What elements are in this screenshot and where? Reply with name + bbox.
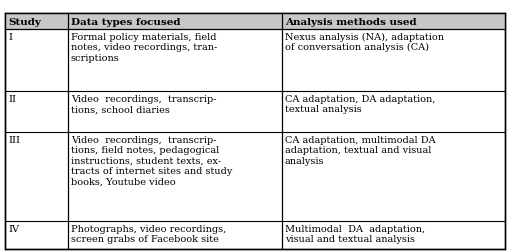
Text: IV: IV xyxy=(8,224,19,233)
Text: Multimodal  DA  adaptation,: Multimodal DA adaptation, xyxy=(285,224,425,233)
Text: I: I xyxy=(8,33,12,42)
Text: adaptation, textual and visual: adaptation, textual and visual xyxy=(285,146,431,155)
Text: textual analysis: textual analysis xyxy=(285,105,361,114)
Text: Video  recordings,  transcrip-: Video recordings, transcrip- xyxy=(71,136,216,144)
Text: instructions, student texts, ex-: instructions, student texts, ex- xyxy=(71,156,221,165)
Text: screen grabs of Facebook site: screen grabs of Facebook site xyxy=(71,234,218,243)
Text: Data types focused: Data types focused xyxy=(71,17,180,26)
Text: books, Youtube video: books, Youtube video xyxy=(71,177,175,186)
Text: notes, video recordings, tran-: notes, video recordings, tran- xyxy=(71,43,217,52)
Bar xyxy=(5,14,504,30)
Text: Photographs, video recordings,: Photographs, video recordings, xyxy=(71,224,226,233)
Text: Nexus analysis (NA), adaptation: Nexus analysis (NA), adaptation xyxy=(285,33,443,42)
Text: CA adaptation, multimodal DA: CA adaptation, multimodal DA xyxy=(285,136,435,144)
Text: III: III xyxy=(8,136,20,144)
Text: scriptions: scriptions xyxy=(71,53,120,62)
Text: Analysis methods used: Analysis methods used xyxy=(285,17,416,26)
Text: Video  recordings,  transcrip-: Video recordings, transcrip- xyxy=(71,94,216,104)
Text: of conversation analysis (CA): of conversation analysis (CA) xyxy=(285,43,428,52)
Text: visual and textual analysis: visual and textual analysis xyxy=(285,234,414,243)
Text: CA adaptation, DA adaptation,: CA adaptation, DA adaptation, xyxy=(285,94,435,104)
Text: Study: Study xyxy=(8,17,41,26)
Text: II: II xyxy=(8,94,16,104)
Text: tions, school diaries: tions, school diaries xyxy=(71,105,169,114)
Text: analysis: analysis xyxy=(285,156,324,165)
Text: tions, field notes, pedagogical: tions, field notes, pedagogical xyxy=(71,146,219,155)
Text: Formal policy materials, field: Formal policy materials, field xyxy=(71,33,216,42)
Text: tracts of internet sites and study: tracts of internet sites and study xyxy=(71,166,232,175)
